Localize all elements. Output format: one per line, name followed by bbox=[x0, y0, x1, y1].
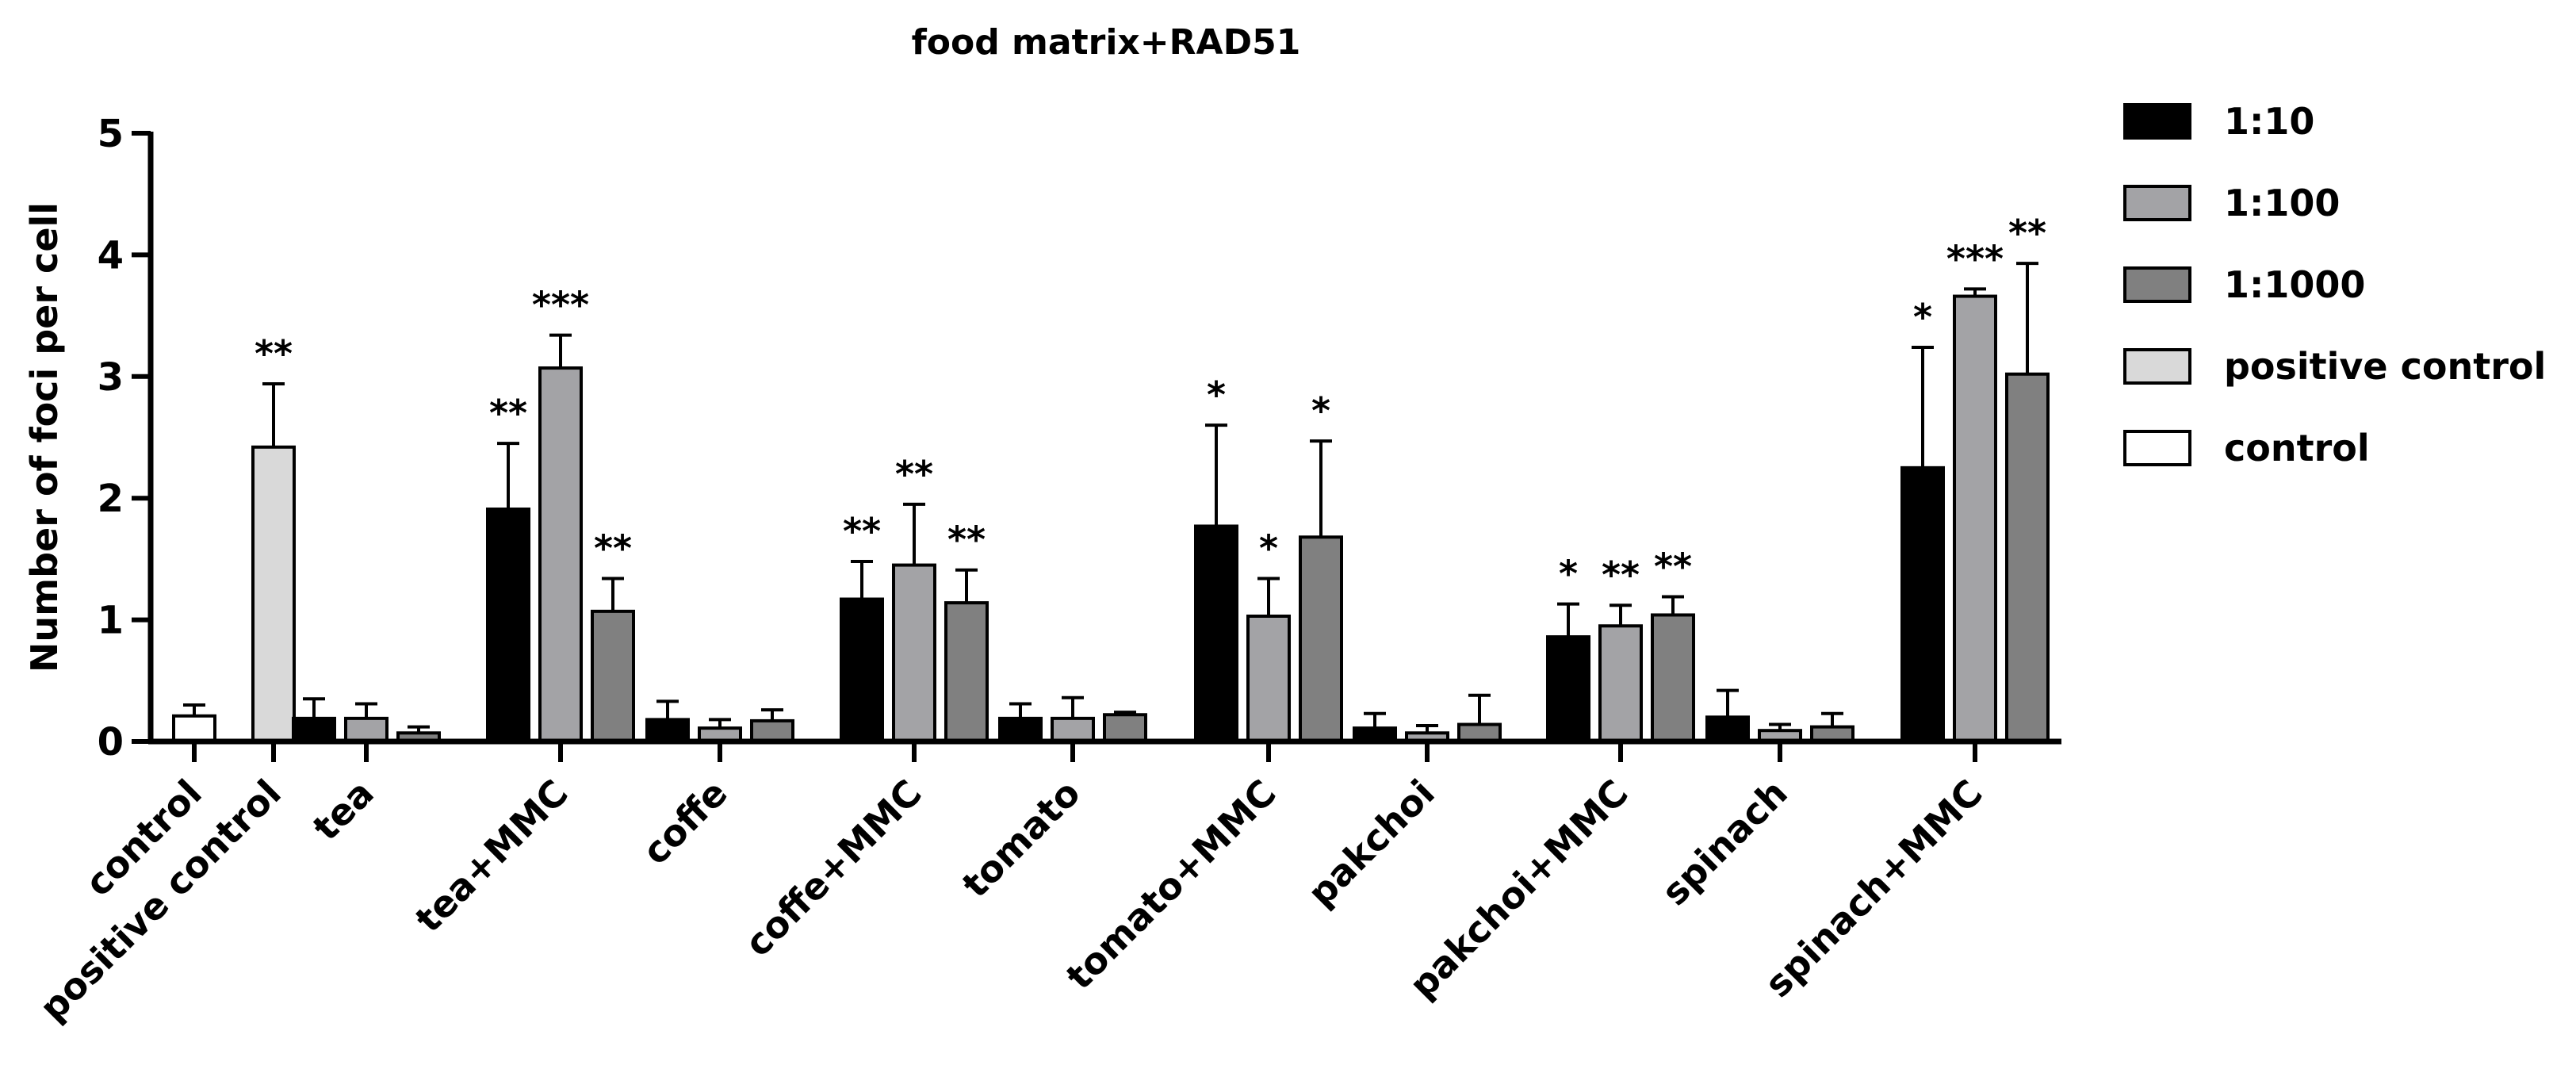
sig-label-spinach-mmc-1-1000: ** bbox=[2008, 212, 2046, 255]
bar-tea-mmc-1-10 bbox=[486, 508, 530, 743]
bar-coffe-1-1000 bbox=[750, 718, 794, 743]
y-tick-label-2: 2 bbox=[98, 477, 124, 521]
x-tick-label-pakchoi: pakchoi bbox=[1299, 772, 1443, 915]
bar-coffe-mmc-1-10 bbox=[840, 597, 884, 743]
x-tick-label-spinach-mmc: spinach+MMC bbox=[1756, 772, 1990, 1006]
sig-label-tomato-mmc-1-1000: * bbox=[1311, 389, 1330, 432]
y-tick-label-3: 3 bbox=[98, 355, 124, 400]
bar-positive-control-positive-control bbox=[251, 445, 296, 743]
sig-label-spinach-mmc-1-100: *** bbox=[1946, 237, 2004, 280]
bar-control-control bbox=[172, 714, 216, 744]
y-tick-label-5: 5 bbox=[98, 112, 124, 156]
sig-label-tomato-mmc-1-100: * bbox=[1259, 527, 1278, 569]
x-tick-label-coffe: coffe bbox=[634, 772, 736, 873]
sig-label-spinach-mmc-1-10: * bbox=[1913, 296, 1932, 339]
sig-label-tomato-mmc-1-10: * bbox=[1207, 374, 1226, 416]
bar-tea-1-100 bbox=[344, 716, 389, 744]
bar-spinach-mmc-1-100 bbox=[1953, 294, 1997, 743]
y-tick-label-0: 0 bbox=[98, 720, 124, 764]
bar-pakchoi-mmc-1-1000 bbox=[1651, 613, 1695, 743]
bar-pakchoi-mmc-1-100 bbox=[1598, 624, 1643, 744]
legend-label-control: control bbox=[2224, 427, 2370, 469]
bar-tomato-1-100 bbox=[1051, 716, 1095, 744]
sig-label-pakchoi-mmc-1-1000: ** bbox=[1654, 545, 1692, 588]
sig-label-tea-mmc-1-100: *** bbox=[532, 284, 589, 327]
x-tick-label-tea: tea bbox=[304, 772, 382, 849]
legend-swatch-control bbox=[2123, 430, 2191, 466]
sig-label-pakchoi-mmc-1-100: ** bbox=[1602, 554, 1640, 596]
sig-label-coffe-mmc-1-1000: ** bbox=[947, 519, 986, 561]
legend-label-1-100: 1:100 bbox=[2224, 182, 2340, 224]
legend-swatch-1-1000 bbox=[2123, 266, 2191, 303]
bar-tomato-mmc-1-100 bbox=[1246, 614, 1291, 743]
sig-label-pakchoi-mmc-1-10: * bbox=[1559, 553, 1578, 596]
x-tick-label-tomato-mmc: tomato+MMC bbox=[1058, 772, 1284, 998]
y-tick-label-4: 4 bbox=[98, 233, 124, 278]
bar-tea-1-10 bbox=[292, 716, 336, 744]
sig-label-coffe-mmc-1-10: ** bbox=[843, 510, 881, 553]
sig-label-tea-mmc-1-1000: ** bbox=[594, 527, 632, 569]
legend-label-1-10: 1:10 bbox=[2224, 100, 2314, 143]
bar-spinach-mmc-1-10 bbox=[1900, 466, 1945, 743]
sig-label-coffe-mmc-1-100: ** bbox=[895, 453, 933, 496]
chart-title: food matrix+RAD51 bbox=[912, 22, 1301, 63]
bar-spinach-mmc-1-1000 bbox=[2005, 372, 2050, 743]
bar-tomato-mmc-1-10 bbox=[1194, 524, 1238, 743]
legend-label-positive-control: positive control bbox=[2224, 345, 2546, 388]
bar-spinach-1-10 bbox=[1705, 715, 1750, 744]
legend-label-1-1000: 1:1000 bbox=[2224, 263, 2365, 306]
sig-label-tea-mmc-1-10: ** bbox=[489, 392, 527, 435]
legend-swatch-positive-control bbox=[2123, 348, 2191, 385]
bar-tomato-mmc-1-1000 bbox=[1299, 535, 1343, 744]
legend-swatch-1-100 bbox=[2123, 185, 2191, 221]
x-tick-label-tomato: tomato bbox=[954, 772, 1089, 906]
bar-coffe-1-10 bbox=[645, 718, 690, 743]
bars-layer: ********* ********** ** ******** bbox=[172, 212, 2050, 744]
bar-tea-mmc-1-1000 bbox=[591, 609, 635, 743]
x-tick-label-coffe-mmc: coffe+MMC bbox=[737, 772, 930, 965]
y-tick-label-1: 1 bbox=[98, 599, 124, 643]
bar-coffe-mmc-1-100 bbox=[892, 563, 936, 743]
legend: 1:10 1:100 1:1000 positive control control bbox=[2123, 100, 2546, 469]
bar-tomato-1-1000 bbox=[1103, 713, 1147, 744]
y-axis-label: Number of foci per cell bbox=[23, 202, 66, 672]
x-tick-label-tea-mmc: tea+MMC bbox=[407, 772, 576, 941]
sig-label-positive-control-positive-control: ** bbox=[255, 332, 293, 375]
bar-tomato-1-10 bbox=[998, 716, 1043, 744]
x-tick-label-spinach: spinach bbox=[1653, 772, 1796, 914]
bar-pakchoi-mmc-1-10 bbox=[1546, 635, 1590, 743]
bar-tea-mmc-1-100 bbox=[538, 366, 583, 743]
bar-coffe-mmc-1-1000 bbox=[944, 601, 989, 744]
legend-swatch-1-10 bbox=[2123, 103, 2191, 140]
